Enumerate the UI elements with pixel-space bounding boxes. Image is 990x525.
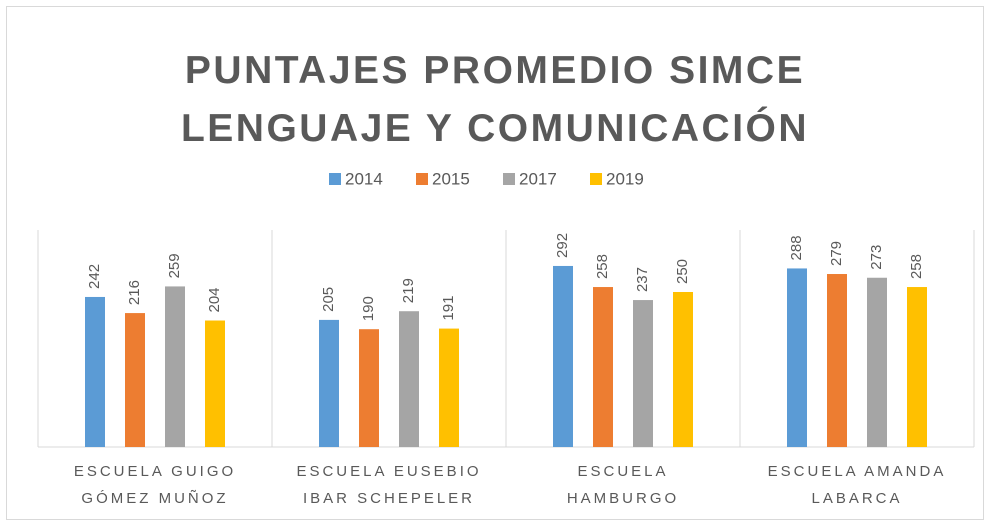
data-label: 258 [908,254,925,279]
legend-swatch [416,173,428,185]
data-label: 237 [634,267,651,292]
data-label: 288 [788,235,805,260]
legend-swatch [329,173,341,185]
chart-title: PUNTAJES PROMEDIO SIMCE LENGUAJE Y COMUN… [180,49,810,150]
bar [633,300,653,447]
data-label: 205 [320,287,337,312]
data-label: 250 [674,259,691,284]
bar [827,274,847,447]
bar [319,319,339,447]
legend-label: 2015 [432,169,470,188]
x-tick-label: ESCUELA GUIGO GÓMEZ MUÑOZ [73,463,237,507]
bar [673,292,693,447]
data-label: 292 [554,233,571,258]
legend-label: 2019 [606,169,644,188]
legend-swatch [503,173,515,185]
bar [399,311,419,447]
legend-label: 2014 [345,169,383,188]
data-label: 219 [400,278,417,303]
data-label: 191 [440,296,457,321]
data-label: 259 [166,253,183,278]
bar [907,287,927,447]
bar [439,328,459,447]
data-label: 216 [126,280,143,305]
bar [787,268,807,447]
data-label: 242 [86,264,103,289]
data-label: 258 [594,254,611,279]
bar [359,329,379,447]
bar [165,286,185,447]
data-label: 279 [828,241,845,266]
data-label: 204 [206,287,223,312]
bar [553,265,573,447]
x-tick-label: ESCUELA AMANDA LABARCA [767,463,947,507]
bar [205,320,225,447]
x-tick-label: ESCUELA EUSEBIO IBAR SCHEPELER [296,463,482,507]
bar [85,296,105,447]
legend-swatch [590,173,602,185]
data-label: 190 [360,296,377,321]
bar [125,313,145,447]
bar [867,277,887,447]
x-tick-label: ESCUELA HAMBURGO [566,463,680,507]
legend-label: 2017 [519,169,557,188]
bar [593,287,613,447]
data-label: 273 [868,245,885,270]
